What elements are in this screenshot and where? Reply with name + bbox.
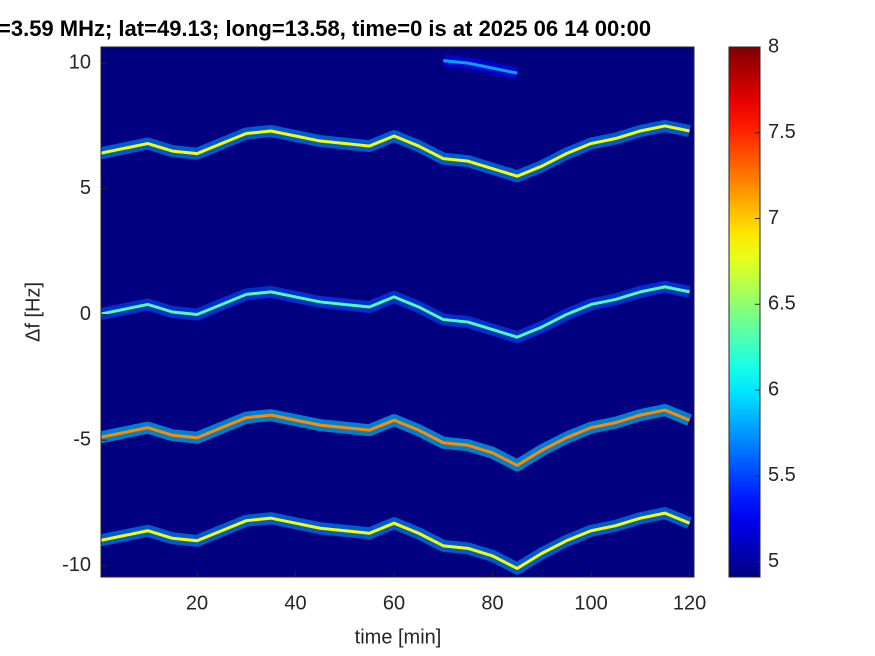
x-tick-label: 100 (574, 592, 607, 614)
colorbar-tick-label: 7.5 (768, 121, 796, 143)
trace (101, 511, 691, 570)
colorbar-tick-label: 6 (768, 378, 779, 400)
colorbar-tick-label: 5 (768, 550, 779, 572)
x-tick-label: 120 (673, 592, 706, 614)
colorbar-tick-label: 5.5 (768, 464, 796, 486)
y-tick-label: 0 (80, 303, 91, 325)
colorbar-tick-label: 7 (768, 207, 779, 229)
trace (443, 59, 518, 75)
x-tick-label: 40 (284, 592, 306, 614)
y-tick-label: 10 (69, 51, 91, 73)
chart-title: =3.59 MHz; lat=49.13; long=13.58, time=0… (0, 16, 651, 41)
x-tick-label: 60 (383, 592, 405, 614)
y-tick-label: -5 (73, 429, 91, 451)
plot-frame (100, 46, 695, 578)
trace (101, 124, 690, 178)
colorbar-tick-label: 8 (768, 35, 779, 57)
x-axis-label: time [min] (355, 626, 442, 648)
y-tick-label: -10 (62, 554, 91, 576)
trace (101, 408, 691, 467)
trace (101, 285, 690, 339)
y-axis-label: Δf [Hz] (22, 282, 44, 342)
y-tick-label: 5 (80, 177, 91, 199)
colorbar-tick-label: 6.5 (768, 293, 796, 315)
x-tick-label: 80 (481, 592, 503, 614)
x-tick-label: 20 (186, 592, 208, 614)
colorbar (728, 46, 761, 578)
